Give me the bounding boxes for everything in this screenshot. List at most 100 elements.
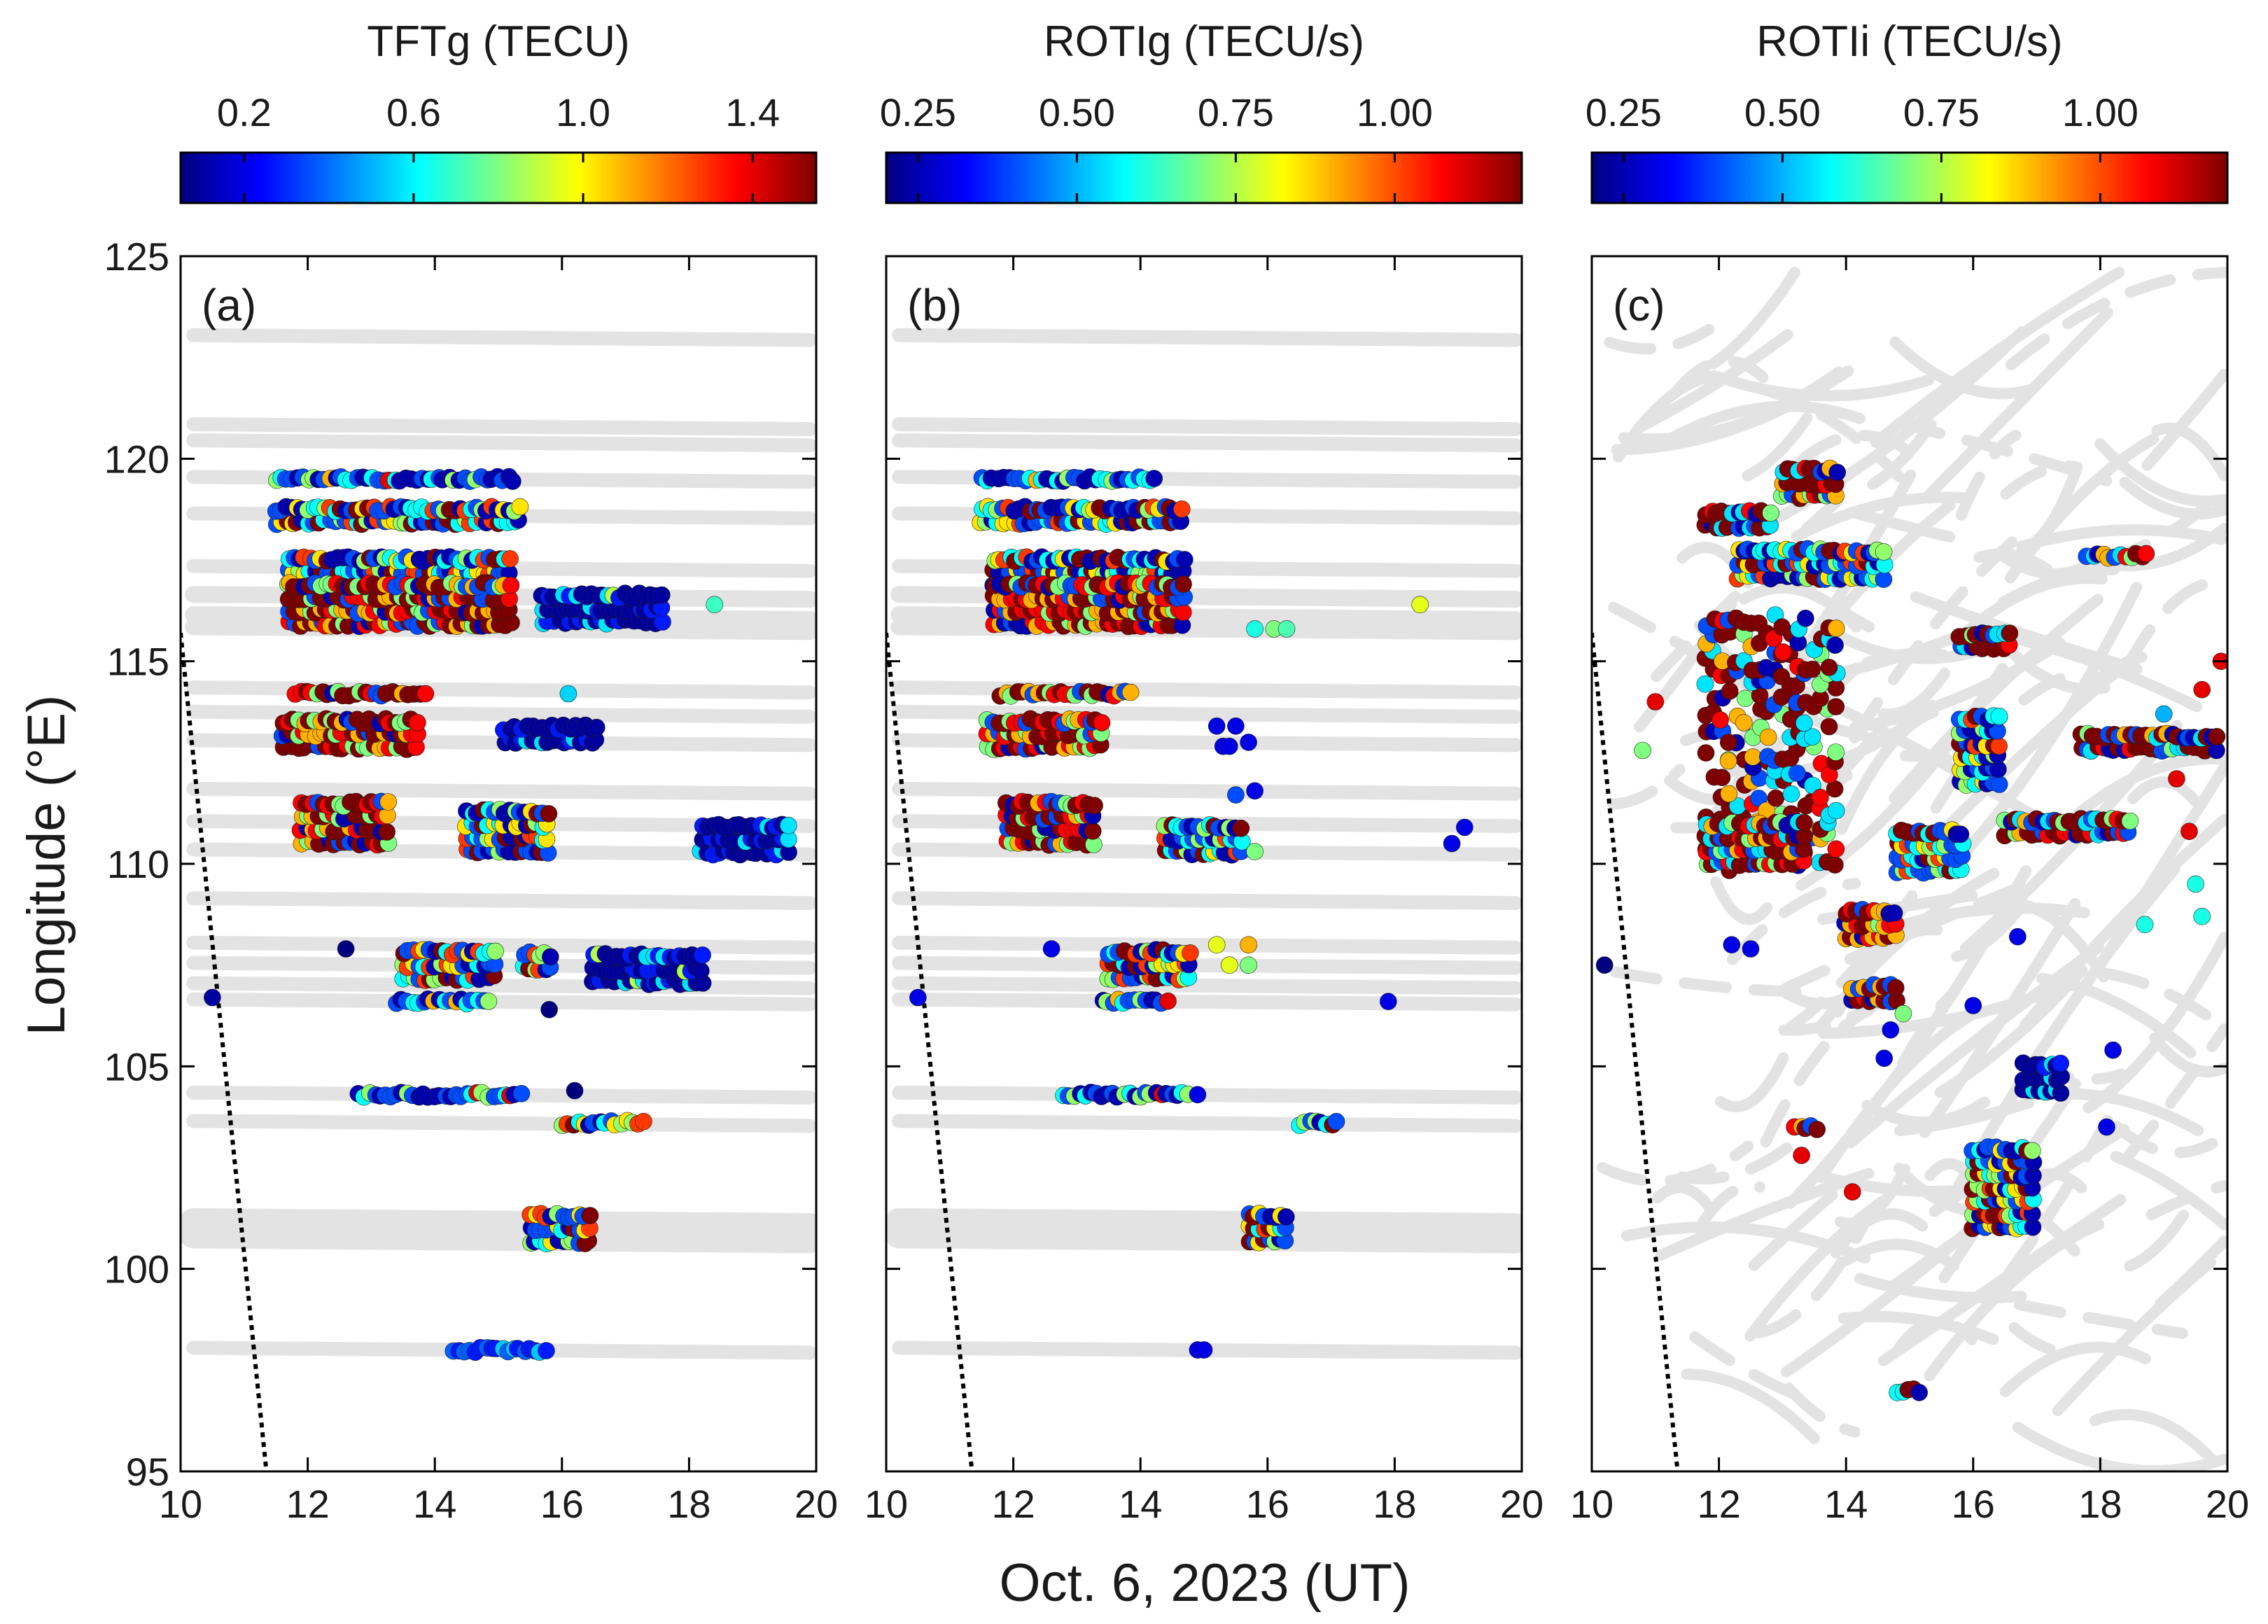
track-line bbox=[1604, 323, 1715, 355]
track-line bbox=[892, 417, 1522, 437]
plot-area bbox=[886, 328, 1522, 1471]
colorbar-tick-label: 0.25 bbox=[1586, 90, 1662, 134]
track-line bbox=[1669, 355, 1769, 399]
data-point bbox=[1990, 737, 2008, 755]
data-point bbox=[337, 940, 355, 958]
track-line bbox=[1611, 365, 1854, 456]
panel-label: (c) bbox=[1613, 280, 1665, 330]
data-point bbox=[2104, 1041, 2122, 1059]
data-point bbox=[1411, 596, 1429, 614]
data-point bbox=[706, 596, 724, 614]
x-tick-label: 12 bbox=[991, 1482, 1035, 1526]
data-point bbox=[1696, 675, 1714, 693]
track-line bbox=[1597, 1140, 1754, 1187]
data-point bbox=[1246, 782, 1264, 800]
data-point bbox=[1767, 789, 1785, 807]
colorbar bbox=[179, 151, 818, 204]
data-point bbox=[1240, 936, 1257, 953]
data-point bbox=[1093, 714, 1111, 732]
data-point bbox=[1189, 1086, 1207, 1104]
track-line bbox=[1633, 329, 1793, 433]
data-point bbox=[378, 823, 396, 841]
data-point bbox=[2121, 812, 2139, 830]
data-point bbox=[1762, 504, 1779, 522]
x-tick-label: 10 bbox=[159, 1482, 202, 1526]
data-point bbox=[1759, 728, 1777, 746]
data-point bbox=[694, 946, 711, 964]
track-line bbox=[1710, 876, 1773, 925]
track-line bbox=[1889, 594, 2104, 804]
data-point bbox=[2180, 822, 2198, 840]
x-tick-label: 12 bbox=[286, 1482, 329, 1526]
track-line bbox=[892, 955, 1522, 975]
x-axis-title: Oct. 6, 2023 (UT) bbox=[999, 1553, 1410, 1613]
data-point bbox=[501, 550, 519, 568]
data-point bbox=[1744, 748, 1762, 766]
data-point bbox=[1750, 614, 1768, 632]
plot-area bbox=[181, 328, 816, 1471]
data-point bbox=[559, 685, 578, 703]
track-line bbox=[1841, 1238, 1960, 1272]
track-line bbox=[1835, 706, 1939, 835]
track-line bbox=[1606, 764, 1686, 810]
data-point bbox=[1826, 636, 1844, 654]
track-line bbox=[2012, 1422, 2227, 1471]
y-tick-label: 110 bbox=[107, 842, 169, 886]
track-line bbox=[1922, 307, 2114, 502]
x-tick-label: 20 bbox=[794, 1482, 838, 1526]
y-tick-label: 100 bbox=[104, 1247, 169, 1292]
data-point bbox=[1145, 470, 1163, 487]
data-point bbox=[1990, 776, 2008, 793]
plot-area bbox=[1592, 267, 2227, 1471]
data-point bbox=[2155, 705, 2173, 723]
track-line bbox=[1783, 862, 1937, 1035]
data-point bbox=[1720, 734, 1737, 751]
colorbar-tick-label: 0.75 bbox=[1198, 90, 1274, 134]
data-point bbox=[1646, 693, 1665, 710]
data-point bbox=[1773, 618, 1791, 636]
data-point bbox=[1875, 1049, 1893, 1068]
data-point bbox=[581, 1207, 599, 1224]
track-line bbox=[1713, 371, 1935, 402]
track-line bbox=[1924, 1219, 2105, 1382]
track-line bbox=[2066, 651, 2148, 711]
data-point bbox=[2136, 916, 2154, 934]
track-line bbox=[2097, 967, 2227, 1034]
data-point bbox=[1086, 797, 1103, 815]
colorbar-tick-label: 1.00 bbox=[2062, 90, 2138, 134]
track-line bbox=[892, 433, 1522, 453]
track-line bbox=[181, 1220, 816, 1254]
data-point bbox=[1875, 543, 1893, 561]
data-point bbox=[635, 1112, 652, 1130]
data-point bbox=[1735, 714, 1753, 732]
track-line bbox=[886, 1220, 1522, 1254]
data-point bbox=[379, 793, 398, 811]
data-point bbox=[1246, 620, 1264, 638]
colorbar bbox=[1590, 151, 2229, 204]
colorbar-title: TFTg (TECU) bbox=[367, 18, 629, 66]
data-point bbox=[1723, 936, 1741, 953]
data-point bbox=[1159, 992, 1177, 1010]
data-point bbox=[1208, 936, 1226, 953]
data-point bbox=[1278, 620, 1296, 638]
track-line bbox=[892, 891, 1522, 911]
data-point bbox=[1990, 708, 2008, 725]
track-line bbox=[1664, 775, 1756, 806]
data-point bbox=[1327, 1112, 1345, 1130]
data-point bbox=[1793, 1147, 1810, 1164]
data-point bbox=[2208, 728, 2226, 746]
track-line bbox=[1893, 1097, 2035, 1137]
x-tick-label: 10 bbox=[864, 1482, 908, 1526]
data-point bbox=[1719, 752, 1737, 770]
data-point bbox=[652, 586, 671, 604]
track-line bbox=[2149, 1032, 2227, 1078]
data-point bbox=[1885, 904, 1903, 922]
track-line bbox=[1816, 1006, 1983, 1184]
track-line bbox=[1612, 370, 1720, 463]
data-point bbox=[1795, 814, 1813, 832]
colorbar-tick-label: 1.4 bbox=[725, 90, 780, 134]
data-point bbox=[1240, 956, 1257, 974]
track-line bbox=[2110, 1151, 2227, 1231]
track-line bbox=[2111, 1121, 2218, 1158]
data-point bbox=[1443, 834, 1461, 853]
